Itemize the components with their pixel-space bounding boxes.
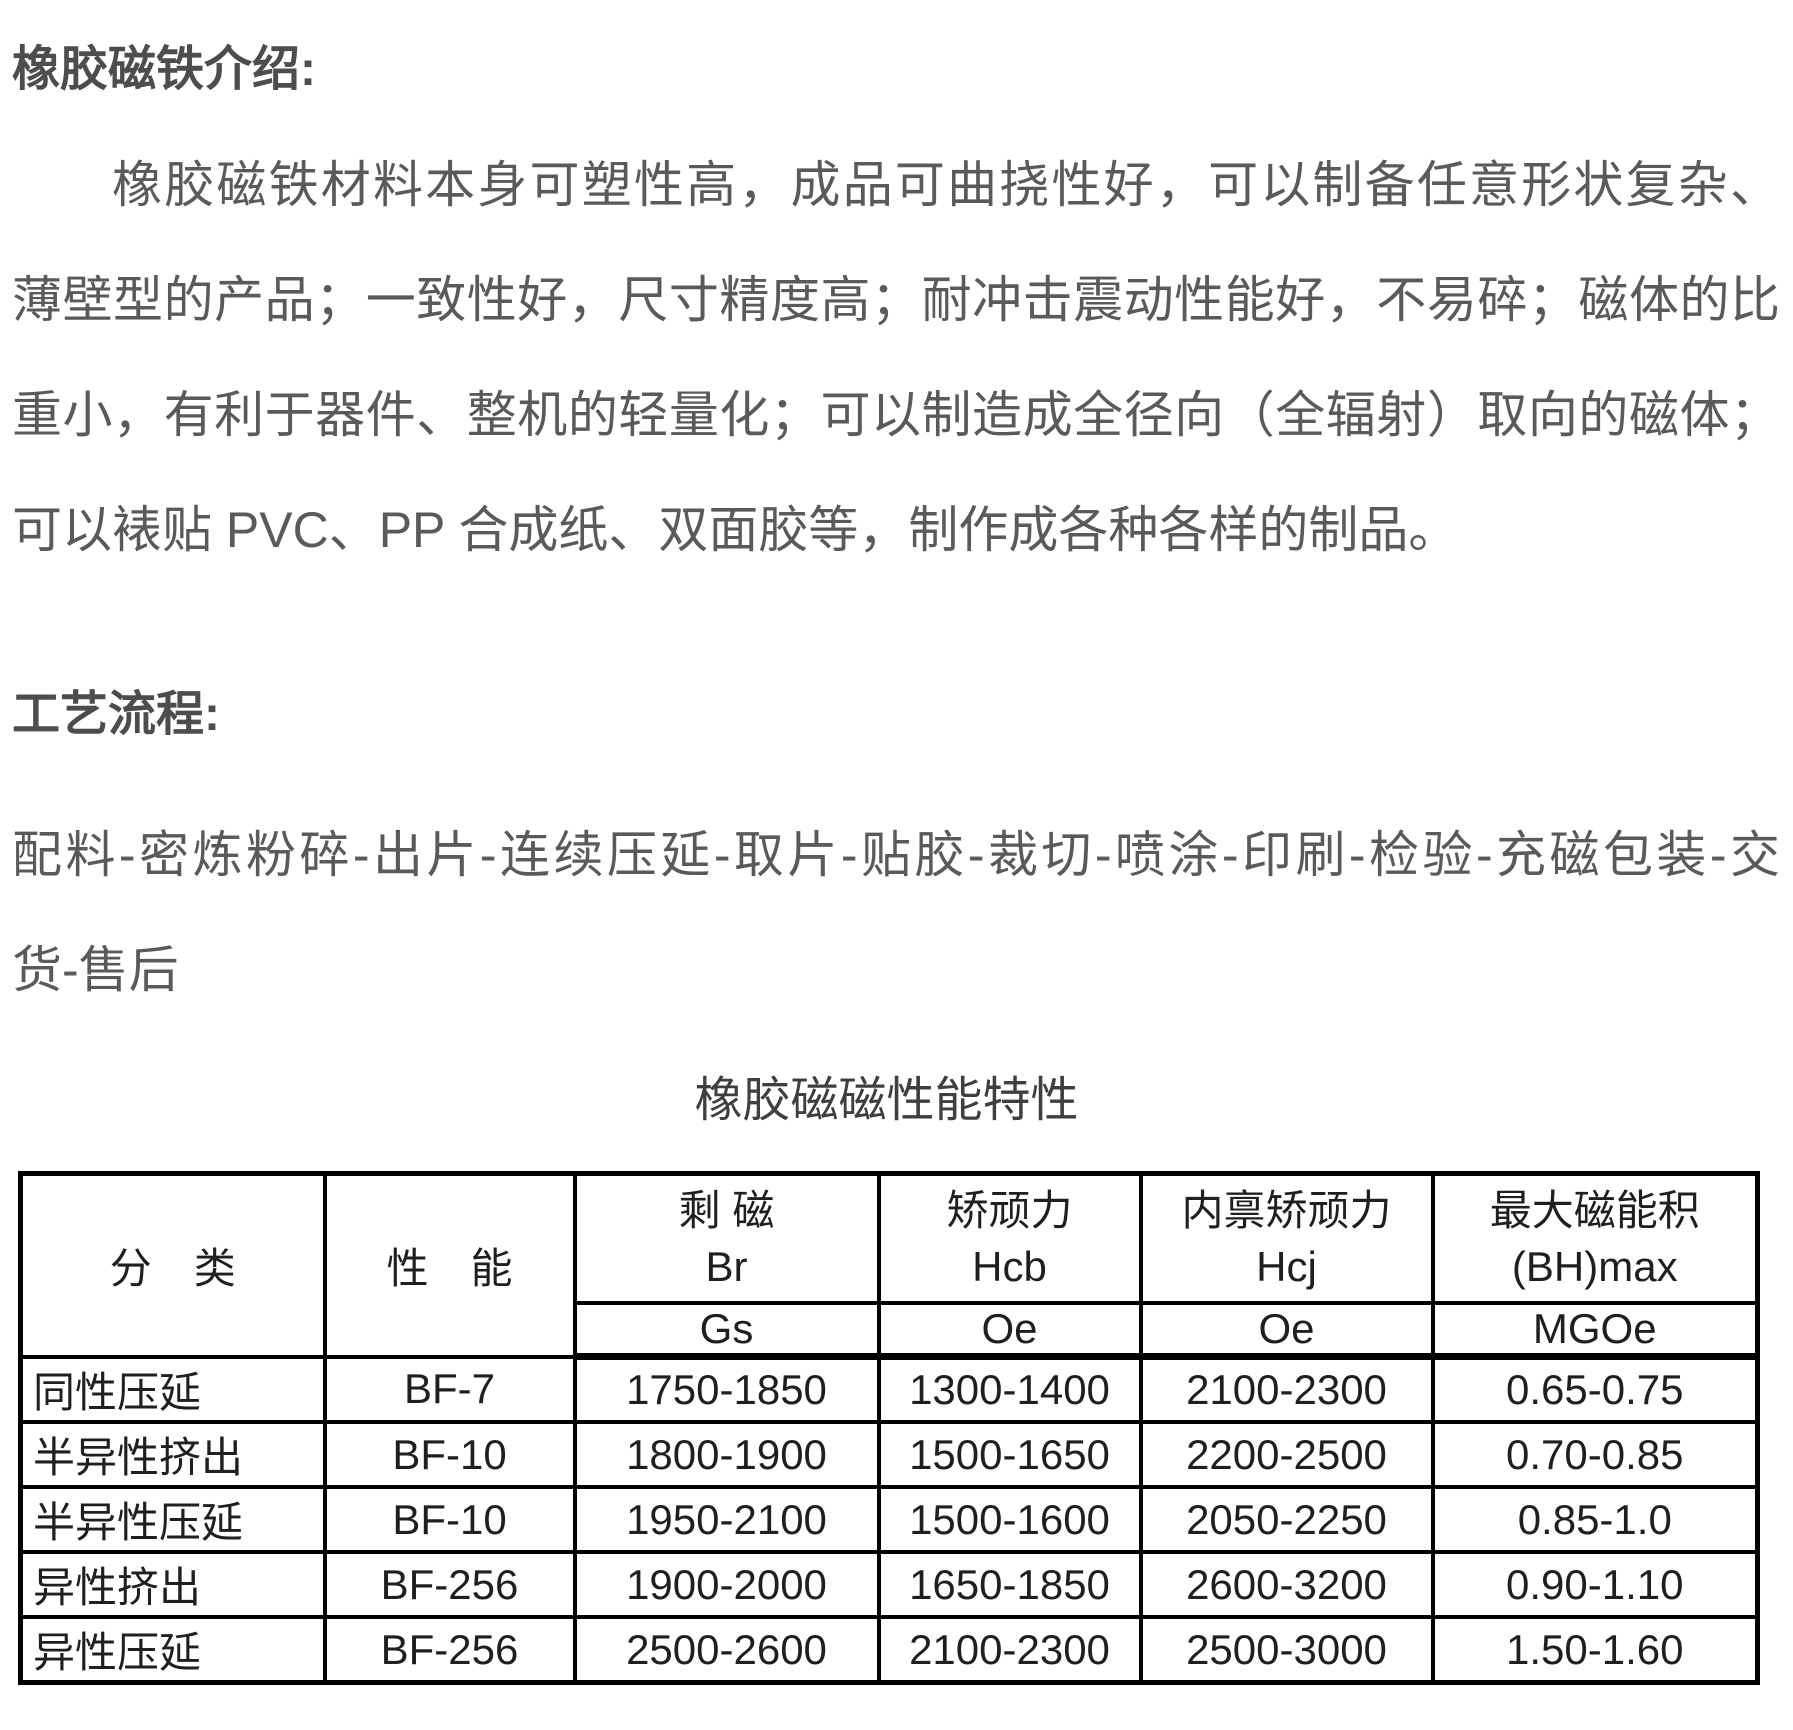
cell-hcb: 1650-1850 <box>876 1550 1143 1619</box>
unit-oe-hcj: Oe <box>1138 1301 1435 1360</box>
header-coercivity-name: 矫顽力 <box>946 1186 1073 1234</box>
cell-category: 异性压延 <box>18 1615 327 1685</box>
cell-bhmax: 0.65-0.75 <box>1430 1354 1760 1424</box>
cell-bhmax: 1.50-1.60 <box>1430 1615 1760 1685</box>
header-performance: 性 能 <box>322 1171 577 1359</box>
cell-br: 1950-2100 <box>572 1485 881 1554</box>
cell-grade: BF-256 <box>322 1615 577 1685</box>
header-coercivity: 矫顽力 Hcb <box>876 1171 1143 1305</box>
header-max-energy-product: 最大磁能积 (BH)max <box>1430 1171 1760 1305</box>
cell-hcj: 2050-2250 <box>1138 1485 1435 1554</box>
cell-category: 异性挤出 <box>18 1550 327 1619</box>
cell-hcj: 2600-3200 <box>1138 1550 1435 1619</box>
header-remanence: 剩 磁 Br <box>572 1171 881 1305</box>
cell-grade: BF-10 <box>322 1485 577 1554</box>
cell-hcb: 1500-1650 <box>876 1420 1143 1489</box>
intro-paragraph: 橡胶磁铁材料本身可塑性高，成品可曲挠性好，可以制备任意形状复杂、 薄壁型的产品；… <box>12 128 1780 588</box>
header-intrinsic-coercivity: 内禀矫顽力 Hcj <box>1138 1171 1435 1305</box>
process-line-2: 货-售后 <box>12 942 179 998</box>
intro-line-3: 重小，有利于器件、整机的轻量化；可以制造成全径向（全辐射）取向的磁体； <box>12 387 1780 443</box>
header-row: 分 类 性 能 剩 磁 Br 矫顽力 Hcb 内禀矫顽力 Hcj 最大磁能积 (… <box>18 1171 1760 1359</box>
table-title: 橡胶磁磁性能特性 <box>694 1074 1079 1127</box>
table-row: 异性挤出 BF-256 1900-2000 1650-1850 2600-320… <box>18 1550 1760 1619</box>
cell-grade: BF-10 <box>322 1420 577 1489</box>
unit-oe-hcb: Oe <box>876 1301 1143 1360</box>
table-row: 半异性挤出 BF-10 1800-1900 1500-1650 2200-250… <box>18 1420 1760 1489</box>
cell-br: 1900-2000 <box>572 1550 881 1619</box>
process-paragraph: 配料-密炼粉碎-出片-连续压延-取片-贴胶-裁切-喷涂-印刷-检验-充磁包装-交… <box>12 798 1780 1028</box>
cell-bhmax: 0.70-0.85 <box>1430 1420 1760 1489</box>
unit-mgoe: MGOe <box>1430 1301 1760 1360</box>
header-intrinsic-coercivity-symbol: Hcj <box>1256 1242 1317 1290</box>
header-remanence-name: 剩 磁 <box>678 1186 775 1234</box>
cell-br: 1800-1900 <box>572 1420 881 1489</box>
cell-br: 2500-2600 <box>572 1615 881 1685</box>
cell-category: 半异性压延 <box>18 1485 327 1554</box>
cell-bhmax: 0.90-1.10 <box>1430 1550 1760 1619</box>
cell-grade: BF-256 <box>322 1550 577 1619</box>
header-max-energy-product-name: 最大磁能积 <box>1489 1186 1700 1234</box>
intro-heading: 橡胶磁铁介绍: <box>12 43 316 96</box>
document: 橡胶磁铁介绍: 橡胶磁铁材料本身可塑性高，成品可曲挠性好，可以制备任意形状复杂、… <box>0 40 1793 1685</box>
cell-category: 半异性挤出 <box>18 1420 327 1489</box>
unit-row: Gs Oe Oe MGOe <box>21 1301 1760 1360</box>
intro-line-1: 橡胶磁铁材料本身可塑性高，成品可曲挠性好，可以制备任意形状复杂、 <box>112 157 1780 213</box>
properties-table: 分 类 性 能 剩 磁 Br 矫顽力 Hcb 内禀矫顽力 Hcj 最大磁能积 (… <box>18 1171 1760 1685</box>
cell-hcb: 1500-1600 <box>876 1485 1143 1554</box>
header-coercivity-symbol: Hcb <box>972 1242 1047 1290</box>
process-heading: 工艺流程: <box>12 688 220 741</box>
cell-bhmax: 0.85-1.0 <box>1430 1485 1760 1554</box>
header-max-energy-product-symbol: (BH)max <box>1511 1242 1678 1290</box>
cell-br: 1750-1850 <box>572 1354 881 1424</box>
header-category: 分 类 <box>18 1171 327 1359</box>
cell-hcj: 2200-2500 <box>1138 1420 1435 1489</box>
process-line-1: 配料-密炼粉碎-出片-连续压延-取片-贴胶-裁切-喷涂-印刷-检验-充磁包装-交 <box>12 827 1780 883</box>
unit-gs: Gs <box>572 1301 881 1360</box>
cell-hcb: 2100-2300 <box>876 1615 1143 1685</box>
header-intrinsic-coercivity-name: 内禀矫顽力 <box>1181 1186 1392 1234</box>
cell-hcj: 2500-3000 <box>1138 1615 1435 1685</box>
intro-line-4: 可以裱贴 PVC、PP 合成纸、双面胶等，制作成各种各样的制品。 <box>12 502 1459 558</box>
cell-category: 同性压延 <box>18 1354 327 1424</box>
cell-grade: BF-7 <box>322 1354 577 1424</box>
intro-line-2: 薄壁型的产品；一致性好，尺寸精度高；耐冲击震动性能好，不易碎；磁体的比 <box>12 272 1780 328</box>
header-remanence-symbol: Br <box>705 1242 748 1290</box>
table-row: 半异性压延 BF-10 1950-2100 1500-1600 2050-225… <box>18 1485 1760 1554</box>
cell-hcb: 1300-1400 <box>876 1354 1143 1424</box>
table-row: 同性压延 BF-7 1750-1850 1300-1400 2100-2300 … <box>18 1354 1760 1424</box>
table-row: 异性压延 BF-256 2500-2600 2100-2300 2500-300… <box>18 1615 1760 1685</box>
cell-hcj: 2100-2300 <box>1138 1354 1435 1424</box>
